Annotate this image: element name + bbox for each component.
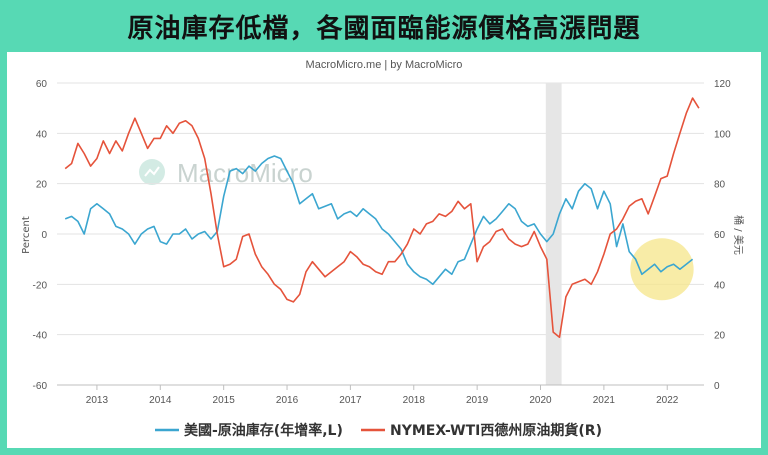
- y-left-title: Percent: [21, 216, 32, 254]
- chart-panel: MacroMicro.me | by MacroMicro MacroMicro…: [7, 52, 761, 448]
- series-line-1: [64, 97, 700, 339]
- y-right-tick-label: 120: [714, 79, 731, 90]
- x-tick-label: 2018: [403, 395, 426, 406]
- x-tick-label: 2015: [213, 395, 236, 406]
- chart-credit: MacroMicro.me | by MacroMicro: [306, 59, 463, 71]
- y-left-tick-label: -60: [33, 381, 48, 392]
- y-right-tick-label: 60: [714, 230, 726, 241]
- series-line-0: [64, 155, 694, 286]
- chart-canvas: MacroMicro.me | by MacroMicro MacroMicro…: [21, 59, 745, 439]
- y-right-tick-label: 80: [714, 180, 726, 191]
- legend-label-inventory[interactable]: 美國-原油庫存(年增率,L): [184, 422, 343, 439]
- legend-label-wti[interactable]: NYMEX-WTI西德州原油期貨(R): [390, 422, 602, 439]
- y-left-tick-label: -20: [33, 280, 48, 291]
- watermark-text: MacroMicro: [177, 158, 313, 188]
- y-left-tick-label: -40: [33, 331, 48, 342]
- x-tick-label: 2022: [656, 395, 679, 406]
- x-tick-label: 2016: [276, 395, 299, 406]
- highlight-ellipse: [630, 238, 694, 301]
- x-tick-label: 2021: [593, 395, 616, 406]
- x-tick-label: 2014: [149, 395, 172, 406]
- y-right-tick-label: 40: [714, 280, 726, 291]
- y-right-tick-label: 100: [714, 129, 731, 140]
- x-tick-label: 2013: [86, 395, 109, 406]
- watermark: MacroMicro: [139, 158, 313, 188]
- y-right-title: 桶 / 美元: [732, 215, 745, 255]
- y-left-tick-label: 20: [36, 180, 48, 191]
- x-tick-label: 2019: [466, 395, 489, 406]
- y-right-tick-label: 20: [714, 331, 726, 342]
- y-left-tick-label: 60: [36, 79, 48, 90]
- legend: 美國-原油庫存(年增率,L) NYMEX-WTI西德州原油期貨(R): [155, 422, 602, 439]
- y-left-tick-label: 0: [41, 230, 47, 241]
- page-title: 原油庫存低檔，各國面臨能源價格高漲問題: [127, 13, 641, 44]
- x-tick-label: 2020: [529, 395, 552, 406]
- x-tick-label: 2017: [339, 395, 362, 406]
- y-right-tick-label: 0: [714, 381, 720, 392]
- y-left-tick-label: 40: [36, 129, 48, 140]
- title-bar: 原油庫存低檔，各國面臨能源價格高漲問題: [0, 0, 768, 52]
